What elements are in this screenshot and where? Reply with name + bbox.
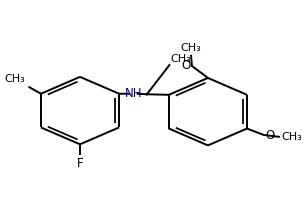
Text: O: O <box>182 60 191 72</box>
Text: F: F <box>77 157 83 170</box>
Text: CH₃: CH₃ <box>4 74 25 84</box>
Text: O: O <box>265 129 274 141</box>
Text: CH₃: CH₃ <box>171 54 192 64</box>
Text: CH₃: CH₃ <box>180 43 201 53</box>
Text: CH₃: CH₃ <box>282 132 303 142</box>
Text: NH: NH <box>125 88 142 101</box>
